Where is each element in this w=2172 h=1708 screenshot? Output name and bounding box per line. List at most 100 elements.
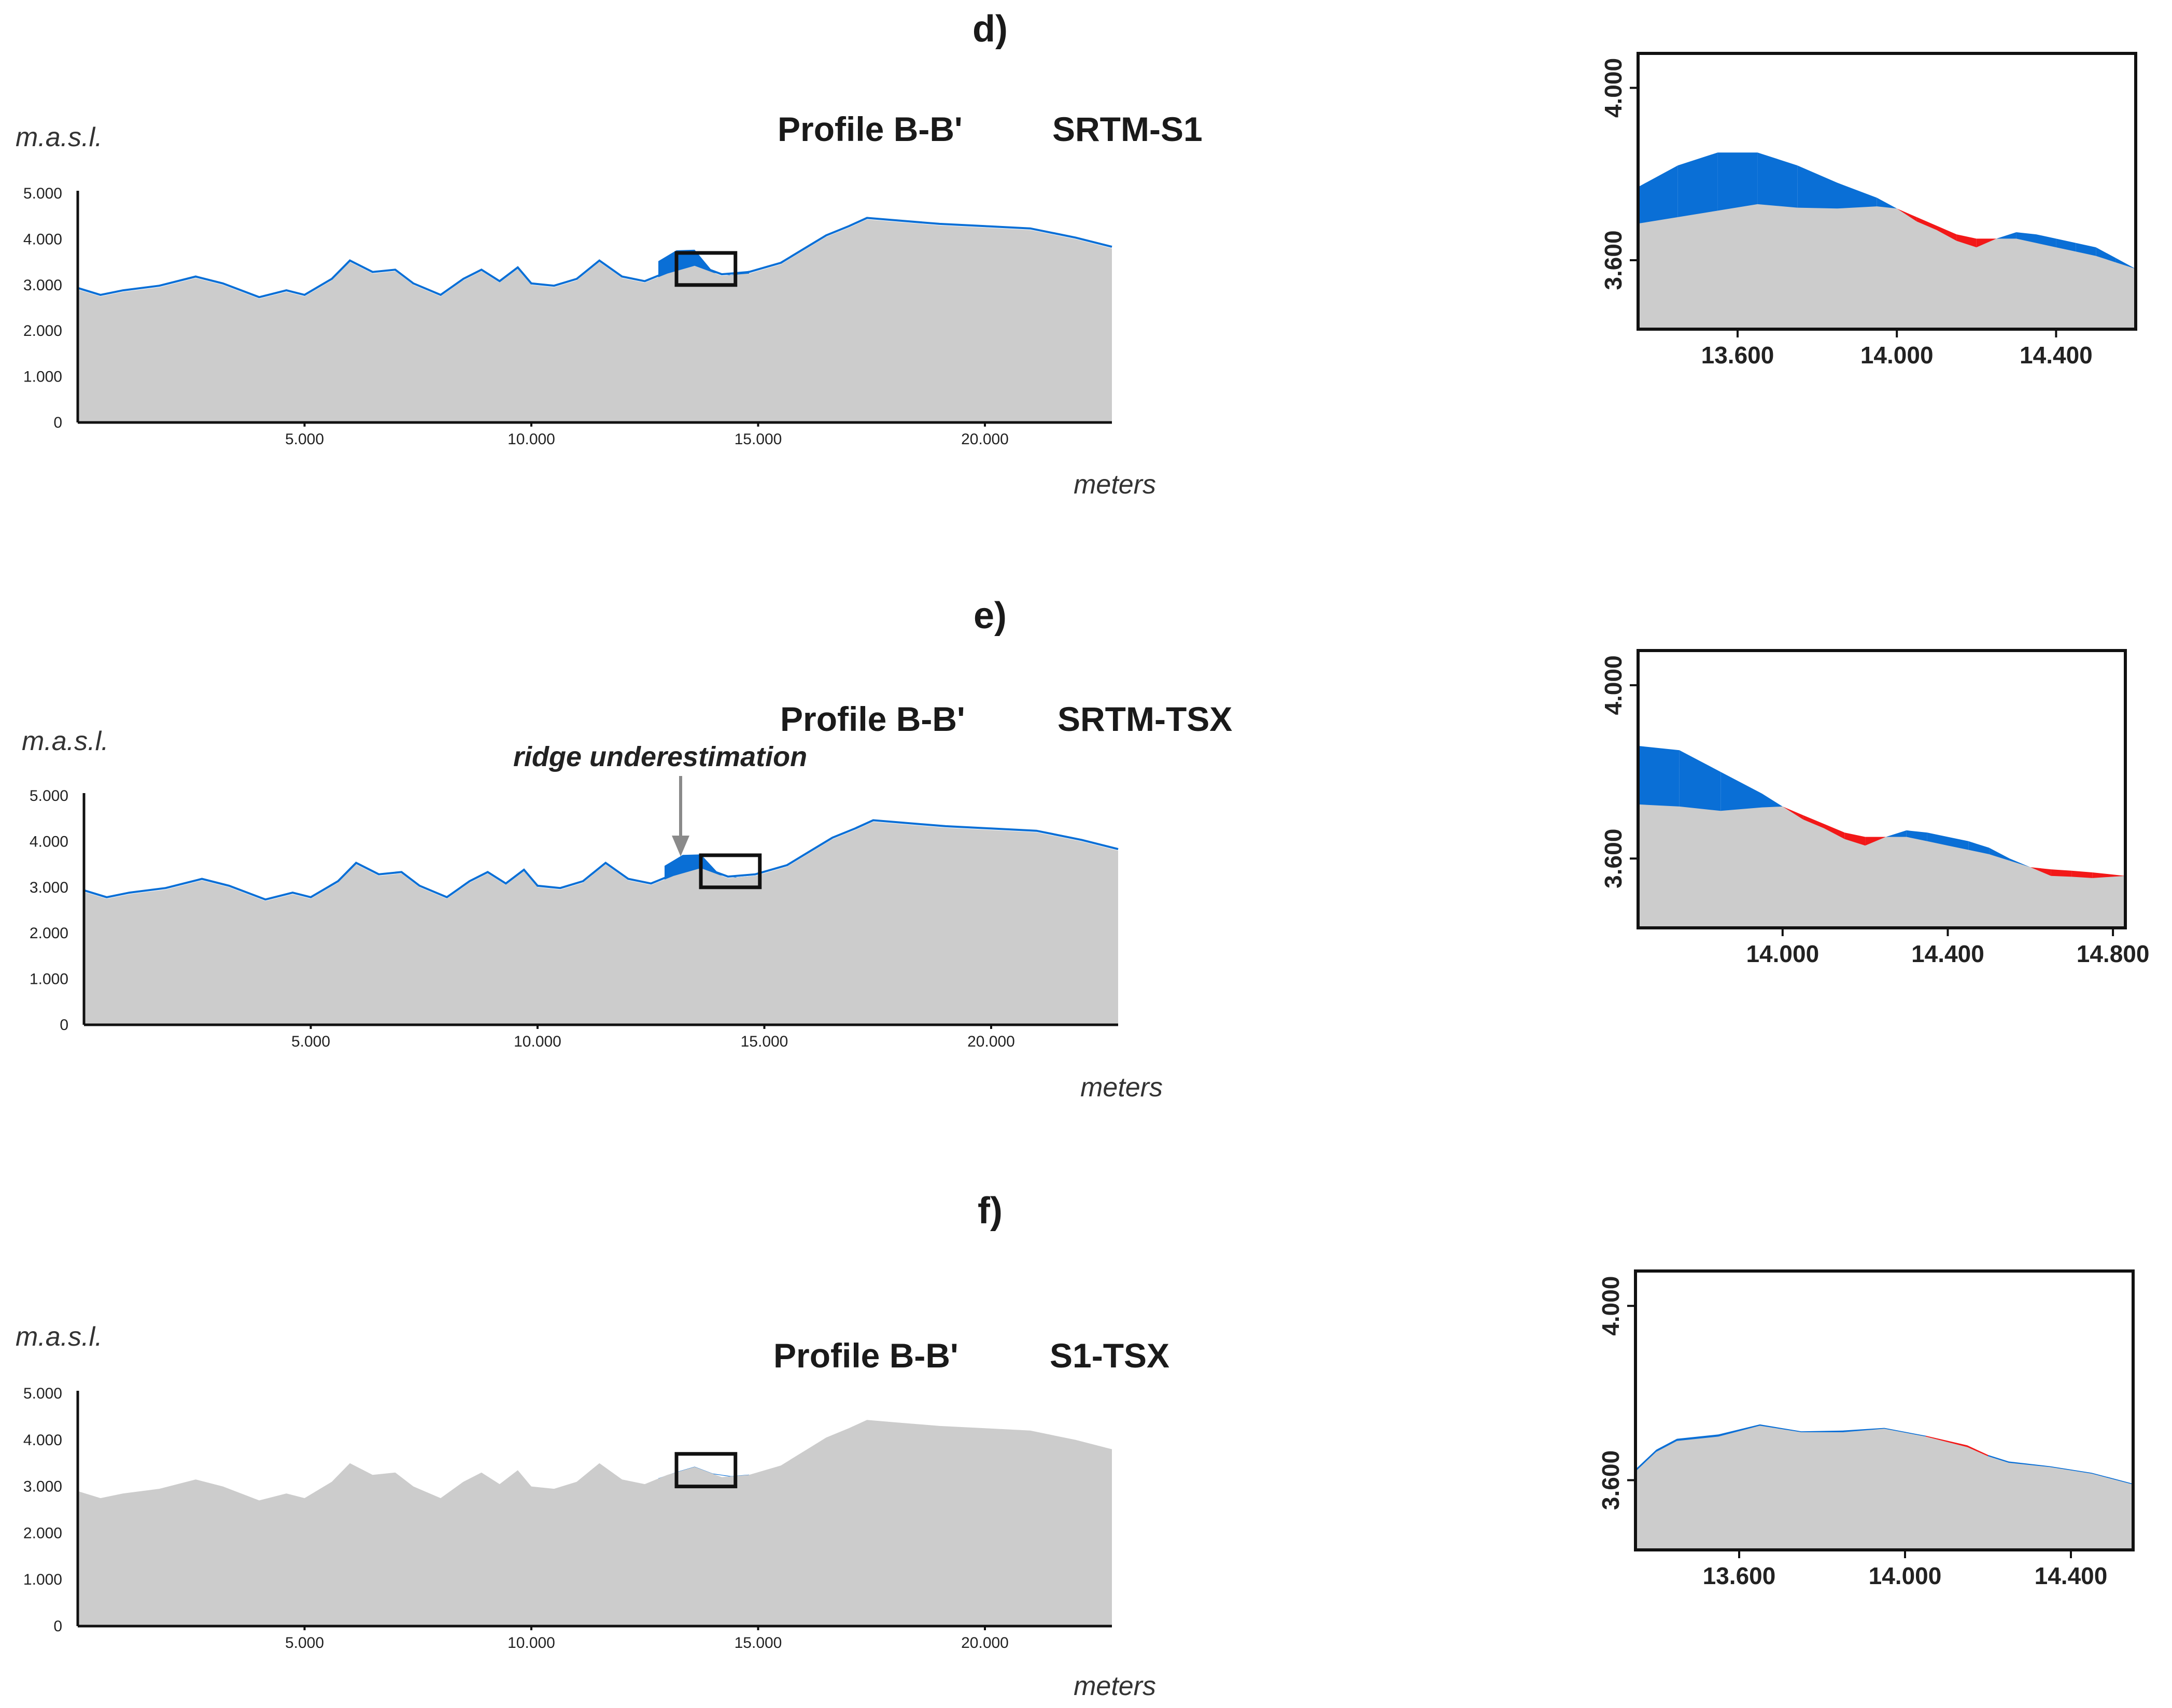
zoom-y-tick: 4.000 xyxy=(1600,655,1638,715)
y-tick-label: 0 xyxy=(53,1618,62,1635)
terrain-area xyxy=(1638,804,2125,928)
y-axis-label: m.a.s.l. xyxy=(16,1322,103,1352)
zoom-y-tick-label: 3.600 xyxy=(1600,230,1627,290)
profile-title: Profile B-B' xyxy=(780,700,965,738)
underestimation-area xyxy=(1844,832,1866,846)
y-tick: 4.000 xyxy=(23,1432,62,1449)
zoom-x-tick-label: 14.800 xyxy=(2077,940,2150,967)
y-tick: 4.000 xyxy=(30,833,68,850)
zoom-frame xyxy=(1634,1269,2135,1551)
y-tick-label: 4.000 xyxy=(23,231,62,248)
overestimation-area xyxy=(2115,258,2136,270)
underestimation-area xyxy=(1916,217,1937,231)
y-tick: 2.000 xyxy=(30,925,68,942)
overestimation-area xyxy=(1720,772,1762,812)
x-tick-label: 10.000 xyxy=(514,1033,561,1050)
overestimation-area xyxy=(1638,745,1680,807)
zoom-x-tick: 14.000 xyxy=(1869,1550,1941,1589)
underestimation-area xyxy=(1967,1445,1988,1457)
zoom-frame xyxy=(1637,52,2137,331)
overestimation-area xyxy=(1801,1430,1843,1433)
y-tick-label: 5.000 xyxy=(23,1385,62,1402)
zoom-x-tick: 14.800 xyxy=(2077,928,2150,967)
zoom-y-tick-label: 3.600 xyxy=(1597,1450,1624,1510)
zoom-x-tick: 14.400 xyxy=(2020,329,2093,369)
zoom-region-box xyxy=(674,251,738,287)
y-tick-label: 1.000 xyxy=(30,971,68,988)
x-tick: 15.000 xyxy=(741,1025,788,1050)
x-tick: 20.000 xyxy=(961,422,1009,448)
panel-label: d) xyxy=(972,8,1008,50)
zoom-x-tick-label: 14.400 xyxy=(1911,940,1984,967)
overestimation-area xyxy=(1757,152,1798,208)
y-tick: 5.000 xyxy=(30,787,68,804)
overestimation-area xyxy=(2096,247,2116,263)
x-tick-label: 5.000 xyxy=(285,431,324,448)
overestimation-area xyxy=(1717,152,1758,211)
x-tick-label: 15.000 xyxy=(735,431,782,448)
x-tick-label: 5.000 xyxy=(291,1033,330,1050)
zoom-x-tick-label: 13.600 xyxy=(1701,342,1774,369)
annotation-arrow xyxy=(672,776,689,856)
zoom-x-tick-label: 14.000 xyxy=(1746,940,1819,967)
overestimation-area xyxy=(1677,152,1718,218)
x-tick: 15.000 xyxy=(735,1626,782,1651)
zoom-x-tick: 14.000 xyxy=(1860,329,1934,369)
profile-title: Profile B-B' xyxy=(778,110,963,148)
underestimation-area xyxy=(1937,225,1957,242)
zoom-x-tick-label: 14.400 xyxy=(2035,1562,2108,1589)
y-tick-label: 4.000 xyxy=(23,1432,62,1449)
x-tick: 5.000 xyxy=(285,1626,324,1651)
y-tick-label: 1.000 xyxy=(23,369,62,386)
underestimation-area xyxy=(2051,869,2072,878)
overestimation-area xyxy=(1679,750,1721,812)
zoom-y-tick-label: 4.000 xyxy=(1600,655,1627,715)
y-tick: 2.000 xyxy=(23,322,62,340)
underestimation-area xyxy=(2071,870,2093,879)
y-tick: 3.000 xyxy=(30,879,68,896)
overestimation-area xyxy=(1797,165,1837,209)
x-tick: 10.000 xyxy=(507,422,555,448)
x-tick-label: 10.000 xyxy=(507,1634,555,1651)
zoom-x-tick: 14.400 xyxy=(2035,1550,2108,1589)
x-tick: 10.000 xyxy=(514,1025,561,1050)
dem-profile-line xyxy=(77,217,1112,299)
profile-plot: 5.000 10.000 15.000 20.000 0 1.000 2.000 3.000 4… xyxy=(23,185,1112,448)
y-tick-label: 0 xyxy=(60,1017,68,1034)
zoom-x-tick: 13.600 xyxy=(1701,329,1774,369)
underestimation-area xyxy=(1956,234,1977,248)
x-tick: 5.000 xyxy=(285,422,324,448)
overestimation-area xyxy=(1656,1438,1677,1452)
x-tick-label: 10.000 xyxy=(507,431,555,448)
zoom-plot: 14.000 14.400 14.800 3.600 4.000 xyxy=(1600,649,2150,967)
zoom-plot: 13.600 14.000 14.400 3.600 4.000 xyxy=(1597,1269,2135,1589)
zoom-y-tick: 4.000 xyxy=(1600,58,1638,118)
x-tick-label: 20.000 xyxy=(961,431,1009,448)
difference-area xyxy=(658,1466,749,1479)
y-tick: 4.000 xyxy=(23,231,62,248)
x-tick: 10.000 xyxy=(507,1626,555,1651)
x-tick: 20.000 xyxy=(967,1025,1015,1050)
overestimation-area xyxy=(2016,232,2036,244)
x-tick-label: 20.000 xyxy=(967,1033,1015,1050)
zoom-y-tick-label: 3.600 xyxy=(1600,829,1627,888)
y-tick-label: 1.000 xyxy=(23,1571,62,1588)
terrain-area xyxy=(1638,204,2136,329)
overestimation-area xyxy=(1886,830,1907,838)
profile-title: Profile B-B' xyxy=(773,1336,958,1375)
profile-plot: 5.000 10.000 15.000 20.000 0 1.000 2.000 3.000 4… xyxy=(30,787,1119,1050)
panel-label: e) xyxy=(974,595,1007,637)
comparison-label: S1-TSX xyxy=(1050,1336,1169,1375)
y-tick-label: 3.000 xyxy=(23,1478,62,1495)
x-tick: 5.000 xyxy=(291,1025,330,1050)
panel-label: f) xyxy=(978,1190,1003,1232)
overestimation-area xyxy=(1989,848,2010,862)
zoom-x-tick-label: 14.400 xyxy=(2020,342,2093,369)
difference-area xyxy=(665,854,755,880)
zoom-x-tick: 13.600 xyxy=(1703,1550,1775,1589)
panel-d: d) Profile B-B' SRTM-S1 m.a.s.l. meters … xyxy=(16,8,2137,500)
underestimation-area xyxy=(2092,872,2125,879)
overestimation-area xyxy=(1837,182,1877,209)
y-tick-label: 3.000 xyxy=(30,879,68,896)
